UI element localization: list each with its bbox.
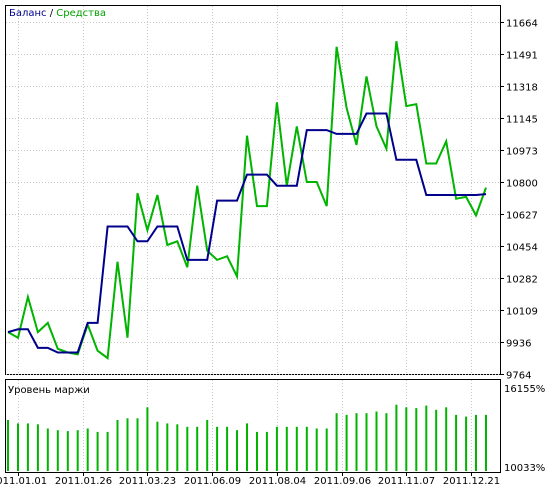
margin-bar	[335, 413, 338, 471]
x-tick-label: 2011.01.26	[55, 476, 112, 487]
margin-bar	[216, 426, 219, 471]
margin-bar	[455, 414, 458, 471]
margin-bar	[146, 407, 149, 472]
margin-bar	[425, 405, 428, 472]
margin-bar	[196, 426, 199, 471]
margin-bar	[285, 426, 288, 471]
margin-bar	[475, 414, 477, 471]
margin-bar	[66, 431, 69, 471]
margin-bar	[96, 431, 99, 471]
y-tick-label: 10109	[506, 307, 538, 318]
y-tick-label: 11145	[506, 115, 538, 126]
balance-line-group	[7, 112, 487, 354]
y-tick-label: 11664	[506, 19, 538, 30]
margin-bar	[405, 407, 408, 472]
y-tick-label: 10800	[506, 179, 538, 190]
x-tick-label: 2011.06.09	[184, 476, 241, 487]
margin-bar	[116, 420, 119, 471]
x-axis-ticks: 2011.01.01 2011.01.26 2011.03.23 2011.06.09…	[0, 472, 500, 487]
margin-y-tick-bottom: 10033%	[504, 463, 545, 474]
margin-bar	[305, 426, 308, 471]
margin-bar	[166, 423, 169, 471]
x-tick-label: 2011.01.01	[0, 476, 47, 487]
balance-series-line	[7, 112, 487, 354]
margin-bar	[236, 430, 238, 471]
main-grid	[6, 6, 500, 375]
margin-bar	[7, 420, 9, 471]
margin-bar	[315, 428, 318, 471]
y-tick-label: 11318	[506, 83, 538, 94]
y-axis-ticks: 11664 11491 11318 11145 10973 10800 10627 10454…	[500, 19, 538, 382]
margin-panel-title: Уровень маржи	[8, 385, 90, 396]
legend-separator: /	[47, 8, 57, 19]
y-tick-label: 10454	[506, 243, 538, 254]
margin-bar	[17, 423, 19, 471]
main-panel-frame	[5, 5, 501, 375]
legend-equity-label: Средства	[56, 8, 106, 19]
margin-bar	[435, 409, 438, 471]
margin-bar	[136, 418, 139, 471]
x-tick-label: 2011.03.23	[119, 476, 176, 487]
y-tick-label: 9936	[506, 339, 531, 350]
x-tick-label: 2011.08.04	[249, 476, 306, 487]
margin-bar	[206, 420, 209, 471]
y-tick-label: 10282	[506, 275, 538, 286]
margin-bar	[106, 431, 109, 471]
legend-balance-label: Баланс	[9, 8, 47, 19]
margin-bars-group	[7, 404, 487, 472]
margin-bar	[345, 414, 348, 471]
margin-bar	[46, 428, 49, 471]
margin-bar	[275, 426, 278, 471]
x-tick-label: 2011.12.21	[443, 476, 500, 487]
margin-bar	[365, 413, 368, 471]
margin-bar	[86, 428, 89, 471]
margin-y-tick-top: 16155%	[504, 384, 545, 395]
x-tick-label: 2011.11.07	[378, 476, 435, 487]
margin-bar	[325, 428, 328, 471]
y-tick-label: 9764	[506, 371, 531, 382]
margin-bar	[26, 423, 29, 471]
legend: Баланс / Средства	[9, 8, 106, 19]
margin-bar	[465, 416, 468, 471]
margin-bar	[375, 411, 378, 471]
y-tick-label: 10973	[506, 147, 538, 158]
margin-bar	[76, 430, 79, 471]
margin-bar	[385, 413, 388, 471]
margin-bar	[445, 407, 448, 472]
margin-bar	[295, 426, 298, 471]
margin-bar	[415, 408, 418, 471]
margin-bar	[126, 418, 129, 471]
margin-bar	[485, 414, 487, 471]
margin-bar	[56, 430, 59, 471]
margin-bar	[36, 424, 39, 472]
margin-bar	[226, 426, 229, 471]
margin-bar	[176, 424, 179, 472]
margin-bar	[355, 413, 358, 471]
y-tick-label: 10627	[506, 211, 538, 222]
margin-bar	[395, 404, 398, 471]
margin-bar	[156, 421, 159, 471]
x-tick-label: 2011.09.06	[314, 476, 371, 487]
margin-bar	[256, 431, 258, 471]
margin-bar	[265, 431, 268, 471]
margin-bar	[186, 426, 189, 471]
margin-bar	[246, 423, 248, 471]
y-tick-label: 11491	[506, 51, 538, 62]
